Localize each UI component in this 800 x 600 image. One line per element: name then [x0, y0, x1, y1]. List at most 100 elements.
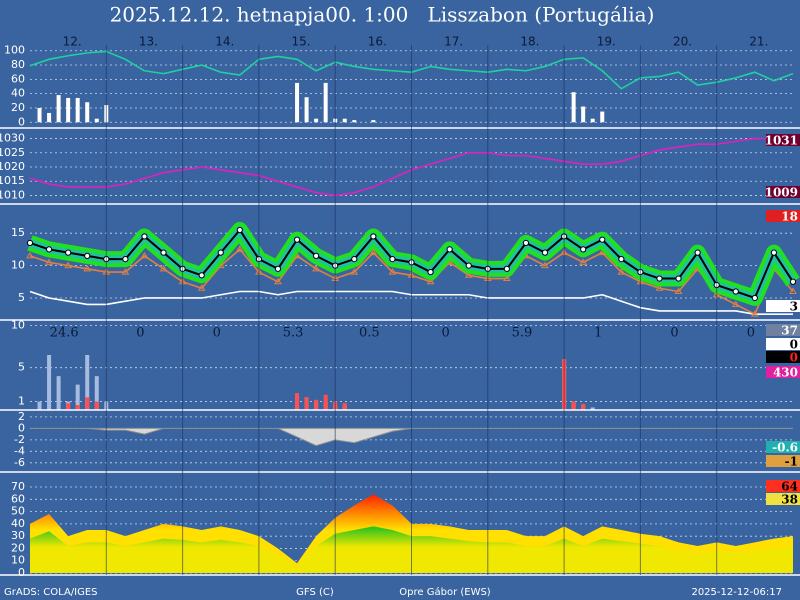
- y-tick-label: 0: [18, 115, 25, 128]
- day-label: 17.: [444, 35, 463, 49]
- y-tick-label: -6: [14, 456, 25, 469]
- badge-bg: [766, 338, 800, 350]
- daily-total: 5.3: [283, 326, 304, 341]
- point: [159, 264, 168, 272]
- bar: [295, 82, 300, 123]
- bar: [304, 397, 309, 410]
- bar: [75, 404, 80, 410]
- badge-bg: [766, 480, 800, 492]
- bar: [323, 82, 328, 123]
- y-tick-label: 20: [11, 101, 25, 114]
- badge-label: 3: [790, 300, 798, 314]
- bar: [304, 97, 309, 123]
- point: [64, 261, 73, 269]
- point: [141, 233, 148, 240]
- y-tick-label: 15: [11, 226, 25, 239]
- bar: [66, 403, 71, 410]
- day-label: 20.: [673, 35, 692, 49]
- bar: [37, 401, 42, 410]
- daily-total: 1: [594, 326, 602, 341]
- bar: [571, 401, 576, 410]
- badge-bg: [766, 324, 800, 336]
- bar: [37, 107, 42, 123]
- point: [65, 249, 72, 256]
- y-tick-label: 100: [4, 44, 25, 57]
- bar: [590, 407, 595, 410]
- badge-bg: [766, 455, 800, 467]
- y-tick-label: 1020: [0, 160, 25, 173]
- footer-model: GFS (C): [296, 587, 334, 598]
- bar: [75, 97, 80, 123]
- point: [350, 268, 359, 275]
- daily-total: 24.6: [50, 326, 79, 341]
- y-tick-label: 1015: [0, 174, 25, 187]
- point: [140, 251, 149, 259]
- y-tick-label: 10: [11, 554, 25, 567]
- point: [312, 264, 321, 272]
- badge-bg: [766, 300, 800, 312]
- day-label: 14.: [215, 35, 234, 49]
- badge-bg: [766, 366, 800, 378]
- y-tick-label: 50: [11, 505, 25, 518]
- point: [675, 275, 682, 282]
- y-tick-label: 40: [11, 87, 25, 100]
- y-tick-label: 0: [18, 566, 25, 579]
- point: [26, 239, 34, 247]
- point: [694, 249, 701, 256]
- daily-total: 5.9: [512, 326, 533, 341]
- y-tick-label: 60: [11, 492, 25, 505]
- badge-bg: [766, 210, 800, 222]
- daily-total: 0.5: [359, 326, 380, 341]
- y-tick-label: 20: [11, 541, 25, 554]
- bar: [590, 118, 595, 123]
- point: [351, 256, 358, 263]
- badge-label: 37: [781, 324, 798, 338]
- point: [464, 271, 473, 278]
- badge-bg: [766, 186, 800, 198]
- point: [674, 287, 683, 294]
- point: [236, 226, 243, 234]
- daily-total: 0: [136, 326, 144, 341]
- y-tick-label: 2: [18, 410, 25, 423]
- bar: [323, 394, 328, 410]
- daily-total: 0: [747, 326, 755, 341]
- badge-label: 0: [790, 338, 798, 352]
- bar: [47, 112, 52, 123]
- point: [83, 264, 92, 272]
- point: [293, 236, 301, 243]
- bar: [571, 92, 576, 123]
- point: [26, 251, 34, 259]
- y-tick-label: 60: [11, 72, 25, 85]
- daily-total: 0: [670, 326, 678, 341]
- daily-total: 0: [442, 326, 450, 341]
- day-label: 13.: [139, 35, 158, 49]
- footer-source: GrADS: COLA/IGES: [4, 587, 98, 598]
- point: [541, 249, 549, 256]
- point: [770, 249, 778, 256]
- point: [313, 252, 320, 259]
- point: [160, 249, 167, 256]
- bar: [85, 397, 90, 410]
- bar: [47, 355, 52, 410]
- badge-label: 0: [790, 351, 798, 365]
- point: [45, 246, 53, 253]
- chart-title: 2025.12.12. hetnapja00. 1:00 Lisszabon (…: [110, 3, 655, 27]
- bar: [56, 376, 61, 410]
- bar: [314, 118, 319, 123]
- bar: [342, 403, 347, 410]
- point: [121, 268, 130, 275]
- point: [197, 284, 206, 291]
- bar: [314, 399, 319, 410]
- day-label: 12.: [63, 35, 82, 49]
- y-tick-label: 1030: [0, 132, 25, 145]
- point: [789, 278, 797, 285]
- bar: [295, 393, 300, 410]
- day-label: 16.: [368, 35, 387, 49]
- y-tick-label: 10: [11, 318, 25, 331]
- y-tick-label: -2: [14, 433, 25, 446]
- footer-author: Opre Gábor (EWS): [399, 586, 491, 598]
- badge-bg: [766, 351, 800, 363]
- point: [751, 294, 758, 302]
